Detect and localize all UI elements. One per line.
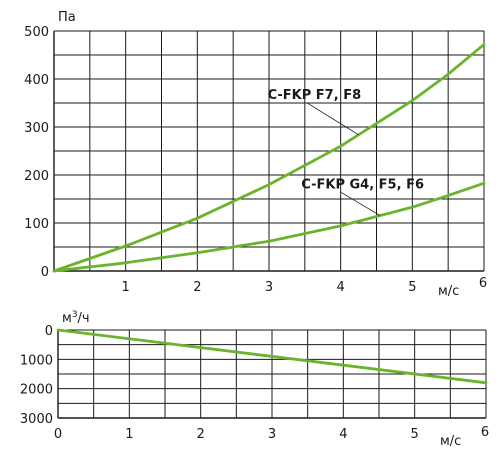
y-tick-label: 400 xyxy=(24,73,49,88)
y-axis-unit: Па xyxy=(58,10,76,25)
y-unit-exponent: 3 xyxy=(72,310,78,320)
x-tick-label: 4 xyxy=(337,280,345,295)
y-tick-label: 2000 xyxy=(20,383,53,398)
series-annotation: C-FKP G4, F5, F6 xyxy=(301,177,424,192)
y-tick-label: 500 xyxy=(24,25,49,40)
x-axis-unit: м/с xyxy=(438,284,459,299)
x-tick-label: 4 xyxy=(339,427,347,442)
y-tick-label: 300 xyxy=(24,121,49,136)
y-tick-label: 3000 xyxy=(20,412,53,427)
x-tick-label: 6 xyxy=(479,276,487,291)
x-tick-label: 2 xyxy=(197,427,205,442)
x-tick-label: 0 xyxy=(54,427,62,442)
annotation-leader xyxy=(307,102,359,136)
x-tick-label: 5 xyxy=(408,280,416,295)
x-tick-label: 2 xyxy=(193,280,201,295)
x-tick-label: 1 xyxy=(125,427,133,442)
series-line-2 xyxy=(52,181,486,273)
airflow-line xyxy=(56,328,488,385)
x-tick-label: 5 xyxy=(411,427,419,442)
x-tick-label: 6 xyxy=(481,425,489,440)
annotation-leader xyxy=(341,192,381,216)
y-unit-base: м xyxy=(62,311,72,326)
x-tick-label: 3 xyxy=(268,427,276,442)
x-tick-label: 3 xyxy=(265,280,273,295)
series-annotation: C-FKP F7, F8 xyxy=(268,88,362,103)
y-axis-unit: м3/ч xyxy=(62,310,90,326)
x-axis-unit: м/с xyxy=(440,434,461,449)
y-tick-label: 0 xyxy=(45,324,53,339)
x-tick-label: 1 xyxy=(122,280,130,295)
y-tick-label: 100 xyxy=(24,217,49,232)
y-tick-label: 0 xyxy=(41,265,49,280)
y-tick-label: 1000 xyxy=(20,353,53,368)
series-line-1 xyxy=(52,43,486,273)
y-tick-label: 200 xyxy=(24,169,49,184)
y-unit-tail: /ч xyxy=(78,311,90,326)
